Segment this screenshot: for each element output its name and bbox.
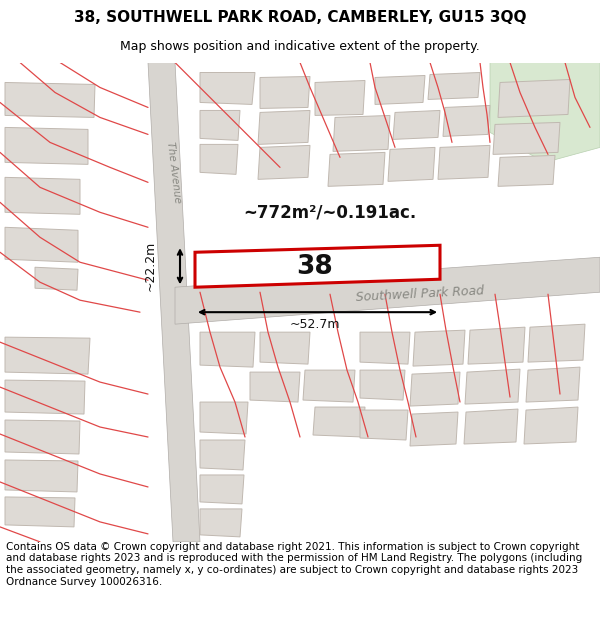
Polygon shape xyxy=(5,380,85,414)
Polygon shape xyxy=(200,332,255,367)
Polygon shape xyxy=(315,81,365,116)
Polygon shape xyxy=(498,156,555,186)
Polygon shape xyxy=(360,370,405,400)
Polygon shape xyxy=(524,407,578,444)
Polygon shape xyxy=(443,106,490,136)
Polygon shape xyxy=(393,111,440,139)
Text: Contains OS data © Crown copyright and database right 2021. This information is : Contains OS data © Crown copyright and d… xyxy=(6,542,582,587)
Text: ~772m²/~0.191ac.: ~772m²/~0.191ac. xyxy=(244,203,416,221)
Text: 38: 38 xyxy=(296,254,334,280)
Polygon shape xyxy=(410,412,458,446)
Polygon shape xyxy=(5,228,78,262)
Polygon shape xyxy=(388,148,435,181)
Polygon shape xyxy=(5,460,78,492)
Polygon shape xyxy=(468,327,525,364)
Polygon shape xyxy=(465,369,520,404)
Text: Southwell Park Road: Southwell Park Road xyxy=(356,284,484,304)
Text: ~52.7m: ~52.7m xyxy=(290,318,340,331)
Text: ~22.2m: ~22.2m xyxy=(143,241,157,291)
Polygon shape xyxy=(260,332,310,364)
Polygon shape xyxy=(413,330,465,366)
Polygon shape xyxy=(5,127,88,164)
Polygon shape xyxy=(35,268,78,290)
Polygon shape xyxy=(428,72,480,99)
Polygon shape xyxy=(200,72,255,104)
Polygon shape xyxy=(360,410,408,440)
Polygon shape xyxy=(250,372,300,402)
Polygon shape xyxy=(5,420,80,454)
Polygon shape xyxy=(438,146,490,179)
Polygon shape xyxy=(258,146,310,179)
Polygon shape xyxy=(258,111,310,144)
Polygon shape xyxy=(200,144,238,174)
Polygon shape xyxy=(303,370,355,402)
Polygon shape xyxy=(375,76,425,104)
Polygon shape xyxy=(148,62,200,542)
Polygon shape xyxy=(333,116,390,151)
Polygon shape xyxy=(260,76,310,109)
Polygon shape xyxy=(528,324,585,362)
Polygon shape xyxy=(200,402,248,434)
Text: Map shows position and indicative extent of the property.: Map shows position and indicative extent… xyxy=(120,41,480,53)
Polygon shape xyxy=(493,122,560,154)
Polygon shape xyxy=(328,152,385,186)
Polygon shape xyxy=(5,82,95,118)
Polygon shape xyxy=(195,245,440,288)
Polygon shape xyxy=(526,367,580,402)
Polygon shape xyxy=(5,337,90,374)
Polygon shape xyxy=(498,79,570,118)
Text: The Avenue: The Avenue xyxy=(165,141,183,204)
Polygon shape xyxy=(360,332,410,364)
Polygon shape xyxy=(175,258,600,324)
Polygon shape xyxy=(464,409,518,444)
Polygon shape xyxy=(410,372,460,406)
Polygon shape xyxy=(200,509,242,537)
Polygon shape xyxy=(5,177,80,214)
Polygon shape xyxy=(200,111,240,141)
Text: 38, SOUTHWELL PARK ROAD, CAMBERLEY, GU15 3QQ: 38, SOUTHWELL PARK ROAD, CAMBERLEY, GU15… xyxy=(74,10,526,25)
Polygon shape xyxy=(490,62,600,162)
Polygon shape xyxy=(313,407,365,437)
Polygon shape xyxy=(5,497,75,527)
Polygon shape xyxy=(200,440,245,470)
Polygon shape xyxy=(200,475,244,504)
